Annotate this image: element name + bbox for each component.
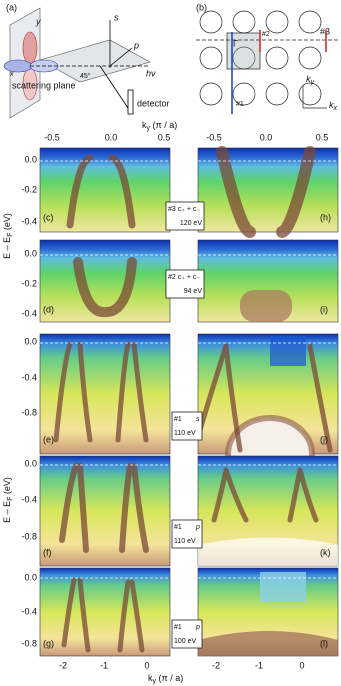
panel-label: (g) — [43, 638, 54, 648]
annotation: p — [195, 524, 200, 531]
annotation: #1 — [174, 624, 182, 631]
tick-label: 0.0 — [105, 132, 118, 142]
cut-label: #3 — [320, 26, 330, 36]
tick-label: -1 — [255, 660, 263, 670]
y-axis: 0.0 -0.2 -0.4 0.0 -0.2 -0.4 0.0 -0.4 -0.… — [2, 154, 37, 648]
panel-letters: (c) (d) (e) (f) (g) (h) (i) (j) (k) (l) — [43, 212, 331, 648]
axis-label: p — [133, 40, 139, 50]
orbital-lobe — [22, 31, 38, 65]
tick-label: -0.4 — [21, 494, 37, 504]
annotation: 94 eV — [184, 288, 203, 295]
annotation: #1 — [174, 416, 182, 423]
top-axis: -0.5 0.0 0.5 -0.5 0.0 0.5 ky (π / a) — [44, 120, 328, 142]
panel-label: (d) — [43, 304, 54, 314]
tick-label: 0 — [299, 660, 304, 670]
tick-label: -0.4 — [21, 308, 37, 318]
axis-label: ky (π / a) — [148, 673, 183, 684]
annotation: #3 c₊ + c₋ — [168, 206, 200, 213]
panel-label: (l) — [320, 638, 328, 648]
annotation: 110 eV — [174, 538, 196, 545]
axis-label: kx — [329, 100, 338, 111]
axis-label: ky (π / a) — [142, 120, 177, 131]
annotation: 110 eV — [174, 430, 196, 437]
axis-label: E – EF (eV) — [2, 213, 13, 259]
annotation: p — [195, 624, 200, 631]
tick-label: -0.5 — [44, 132, 60, 142]
tick-label: -0.4 — [21, 606, 37, 616]
tick-label: -0.8 — [21, 638, 37, 648]
tick-label: -1 — [100, 660, 108, 670]
axis-label: E – EF (eV) — [2, 477, 13, 523]
tick-label: 0.0 — [24, 336, 37, 346]
panel-label: (h) — [320, 212, 331, 222]
tick-label: 0.0 — [260, 132, 273, 142]
orbital-lobe — [3, 59, 33, 73]
panel-label: (b) — [196, 2, 207, 12]
angle-label: 45° — [80, 72, 91, 80]
plane-label: scattering plane — [12, 80, 76, 90]
sample-plane — [39, 39, 151, 83]
panel-label: (a) — [6, 2, 17, 12]
panels — [39, 146, 339, 657]
photon-label: hν — [146, 68, 156, 78]
tick-label: -0.2 — [21, 278, 37, 288]
gamma-label: Γ — [233, 38, 238, 48]
panel-label: (f) — [43, 547, 52, 557]
tick-label: -2 — [59, 660, 67, 670]
tick-label: 0.0 — [24, 572, 37, 582]
annotation: s — [196, 416, 200, 423]
p-vector — [109, 47, 133, 67]
annotation: 120 eV — [180, 220, 203, 227]
axis-label: x — [9, 71, 14, 78]
tick-label: 0.0 — [24, 154, 37, 164]
tick-label: -0.4 — [21, 372, 37, 382]
cut-label: #1 — [236, 101, 244, 108]
panel-label: (i) — [320, 304, 328, 314]
tick-label: 0 — [144, 660, 149, 670]
tick-label: 0.0 — [24, 248, 37, 258]
tick-label: -2 — [212, 660, 220, 670]
axis-label: ky — [306, 74, 315, 85]
panel-a: (a) y s p x 45° hν scattering plane dete… — [3, 2, 170, 119]
panel-b — [196, 10, 340, 114]
detector-label: detector — [137, 98, 170, 108]
tick-label: -0.2 — [21, 184, 37, 194]
tick-label: -0.8 — [21, 407, 37, 417]
axis-label: y — [35, 16, 41, 26]
panel-label: (c) — [43, 212, 54, 222]
panel-label: (k) — [320, 547, 331, 557]
tick-label: -0.4 — [21, 216, 37, 226]
tick-label: -0.5 — [206, 132, 222, 142]
cut-label: #2 — [262, 31, 270, 38]
axis-label: s — [114, 12, 119, 22]
detector-icon — [127, 89, 134, 115]
panel-label: (j) — [320, 434, 328, 444]
tick-label: 0.5 — [158, 132, 171, 142]
tick-label: -0.8 — [21, 531, 37, 541]
bottom-axis: -2 -1 0 -2 -1 0 ky (π / a) — [59, 660, 305, 684]
panel-label: (e) — [43, 434, 54, 444]
tick-label: 0.5 — [316, 132, 329, 142]
panel-b-labels: (b) Γ #2 #3 #1 ky kx — [196, 2, 338, 111]
annotation: #1 — [174, 524, 182, 531]
annotation: #2 c₊ + c₋ — [168, 274, 200, 281]
tick-label: 0.0 — [24, 458, 37, 468]
emission-line — [99, 65, 129, 109]
annotations: #3 c₊ + c₋ 120 eV #2 c₊ + c₋ 94 eV #1 s … — [165, 201, 205, 649]
annotation: 100 eV — [174, 638, 197, 645]
